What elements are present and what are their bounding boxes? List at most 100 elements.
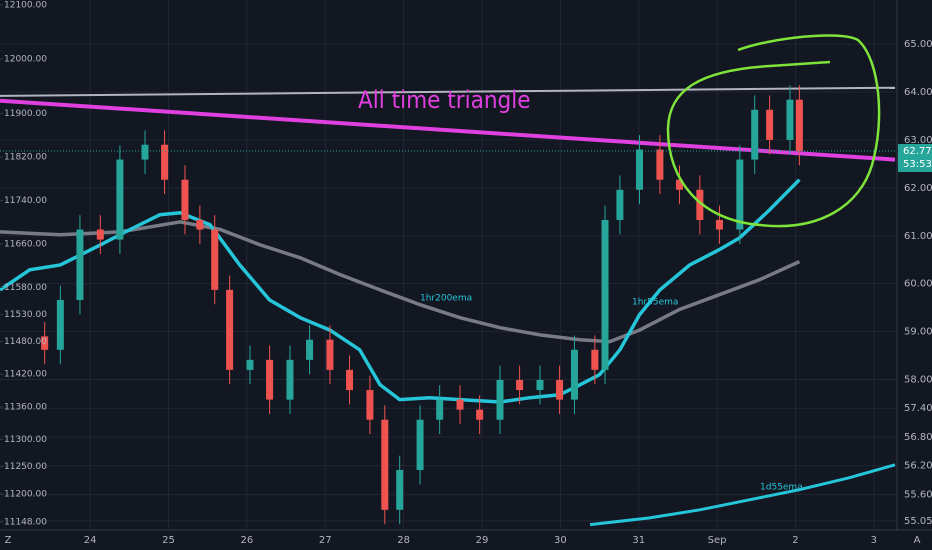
candle-body: [456, 399, 464, 410]
candle-body: [570, 349, 578, 400]
candle-body: [306, 339, 314, 360]
ema-label: 1d55ema: [760, 483, 803, 493]
candle-body: [656, 149, 664, 180]
grid: [0, 0, 897, 530]
candle-body: [96, 229, 104, 240]
plot: 1hr200ema 1hr55ema 1d55ema: [0, 85, 896, 527]
y2-tick-label: 57.40: [904, 403, 932, 414]
y2-tick-label: 55.60: [904, 489, 932, 500]
y-tick-label: 11200.00: [4, 489, 47, 499]
candle-body: [246, 359, 254, 370]
x-tick-label: 30: [554, 535, 567, 546]
candle-body: [226, 289, 234, 370]
candle-body: [161, 144, 169, 180]
candle-body: [416, 419, 424, 471]
candle-body: [795, 99, 803, 151]
x-tick-label: 27: [319, 535, 332, 546]
candle-body: [346, 369, 354, 391]
x-tick-label: 3: [871, 535, 877, 546]
y-tick-label: 11740.00: [4, 196, 47, 206]
candle-body: [636, 149, 644, 190]
candle-body: [786, 99, 794, 140]
ema-line: [0, 220, 801, 344]
ema-line: [589, 463, 896, 527]
ema-label: 1hr55ema: [632, 298, 678, 308]
y-tick-label: 11250.00: [4, 462, 47, 472]
y2-tick-label: 56.20: [904, 461, 932, 472]
candle-body: [326, 339, 334, 370]
candle-body: [766, 109, 774, 140]
trend-line: [0, 98, 896, 162]
candle-body: [476, 409, 484, 420]
x-tick-label: 29: [476, 535, 489, 546]
y2-tick-label: 62.00: [904, 183, 932, 194]
y2-tick-label: 56.80: [904, 432, 932, 443]
candle-body: [696, 189, 704, 220]
y-tick-label: 12000.00: [4, 55, 47, 65]
candle-body: [266, 359, 274, 400]
ema-label: 1hr200ema: [420, 294, 472, 304]
y-tick-label: 11360.00: [4, 402, 47, 412]
annotation: All time triangle: [358, 86, 531, 114]
x-tick-label: 2: [792, 535, 798, 546]
x-tick-label: 31: [632, 535, 645, 546]
last-price: 62.77: [903, 146, 932, 157]
y2-tick-label: 61.00: [904, 231, 932, 242]
y-tick-label: 11660.00: [4, 239, 47, 249]
y2-tick-label: 65.00: [904, 39, 932, 50]
candle-body: [496, 379, 504, 420]
y2-tick-label: 64.00: [904, 87, 932, 98]
y-tick-label: 11480.00: [4, 337, 47, 347]
candle-body: [41, 336, 49, 350]
x-tick-label: Sep: [708, 535, 727, 546]
x-tick-label: 28: [397, 535, 410, 546]
candle-body: [715, 219, 723, 230]
candle-body: [181, 179, 189, 220]
candle-body: [516, 379, 524, 391]
candle-body: [556, 379, 564, 400]
candle-body: [736, 159, 744, 230]
candle-body: [76, 229, 84, 300]
candle-body: [196, 219, 204, 230]
button[interactable]: Z: [5, 535, 12, 546]
x-tick-label: 24: [84, 535, 97, 546]
y-tick-label: 11300.00: [4, 435, 47, 445]
candle-body: [591, 349, 599, 370]
candle-body: [601, 219, 609, 370]
y-tick-label: 11530.00: [4, 310, 47, 320]
candle-body: [141, 144, 149, 160]
button[interactable]: A: [914, 535, 921, 546]
x-tick-label: 25: [162, 535, 175, 546]
candle-body: [116, 159, 124, 240]
y-tick-label: 12100.00: [4, 0, 47, 10]
trend-line: [0, 86, 896, 97]
last-price-box: [898, 143, 932, 172]
y2-tick-label: 58.00: [904, 374, 932, 385]
ema-line: [0, 178, 801, 404]
y-tick-label: 11580.00: [4, 283, 47, 293]
candle-body: [366, 390, 374, 420]
candle-body: [436, 399, 444, 420]
y2-tick-label: 55.05: [904, 516, 932, 527]
y-tick-label: 11420.00: [4, 370, 47, 380]
candle-body: [616, 189, 624, 220]
y2-tick-label: 63.00: [904, 135, 932, 146]
candle-body: [675, 179, 683, 190]
candle-body: [396, 470, 404, 510]
countdown: 53:53: [903, 159, 932, 170]
candle-body: [751, 109, 759, 160]
y2-tick-label: 59.00: [904, 327, 932, 338]
x-tick-label: 26: [241, 535, 254, 546]
highlight-circle: [666, 34, 881, 228]
candle-body: [211, 229, 219, 290]
y-tick-label: 11900.00: [4, 109, 47, 119]
candle-body: [286, 359, 294, 400]
y-tick-label: 11820.00: [4, 152, 47, 162]
y-tick-label: 11148.00: [4, 518, 47, 528]
y2-tick-label: 60.00: [904, 279, 932, 290]
candle-body: [536, 379, 544, 391]
